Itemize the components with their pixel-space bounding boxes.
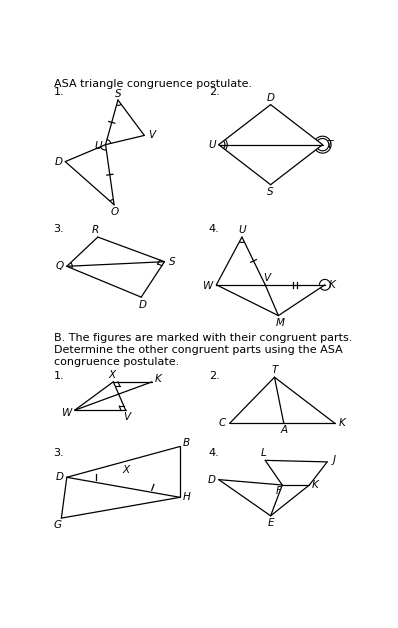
Text: V: V: [263, 273, 270, 283]
Text: E: E: [267, 519, 274, 529]
Text: 3.: 3.: [54, 448, 64, 458]
Text: D: D: [56, 472, 64, 482]
Text: D: D: [267, 93, 275, 103]
Text: D: D: [208, 475, 216, 485]
Text: F: F: [275, 486, 281, 496]
Text: W: W: [203, 281, 214, 291]
Text: T: T: [271, 365, 278, 376]
Text: 3.: 3.: [54, 224, 64, 234]
Text: S: S: [169, 257, 176, 267]
Text: 1.: 1.: [54, 87, 64, 97]
Text: U: U: [238, 225, 246, 235]
Text: O: O: [111, 207, 119, 217]
Text: B. The figures are marked with their congruent parts.
Determine the other congru: B. The figures are marked with their con…: [54, 333, 352, 367]
Text: 4.: 4.: [209, 224, 219, 234]
Text: W: W: [62, 408, 72, 418]
Text: U: U: [208, 139, 216, 149]
Text: D: D: [139, 300, 147, 310]
Text: ASA triangle congruence postulate.: ASA triangle congruence postulate.: [54, 79, 252, 89]
Text: X: X: [108, 370, 115, 380]
Text: T: T: [326, 139, 333, 149]
Text: H: H: [182, 492, 190, 502]
Text: V: V: [148, 131, 155, 141]
Text: K: K: [155, 374, 162, 384]
Text: D: D: [55, 156, 63, 166]
Text: C: C: [219, 418, 226, 428]
Text: 2.: 2.: [209, 87, 219, 97]
Text: Q: Q: [56, 261, 64, 271]
Text: U: U: [95, 141, 102, 151]
Text: L: L: [261, 448, 267, 458]
Text: A: A: [280, 425, 287, 435]
Text: S: S: [267, 187, 274, 197]
Text: G: G: [53, 520, 62, 530]
Text: 4.: 4.: [209, 448, 219, 458]
Text: 1.: 1.: [54, 371, 64, 381]
Text: R: R: [92, 225, 99, 235]
Text: S: S: [115, 89, 122, 99]
Text: K: K: [339, 418, 345, 428]
Text: K: K: [328, 280, 335, 290]
Text: M: M: [275, 318, 285, 328]
Text: J: J: [333, 455, 336, 465]
Text: K: K: [312, 480, 319, 490]
Text: X: X: [123, 465, 130, 475]
Text: V: V: [124, 412, 131, 422]
Text: B: B: [183, 438, 190, 448]
Text: 2.: 2.: [209, 371, 219, 381]
